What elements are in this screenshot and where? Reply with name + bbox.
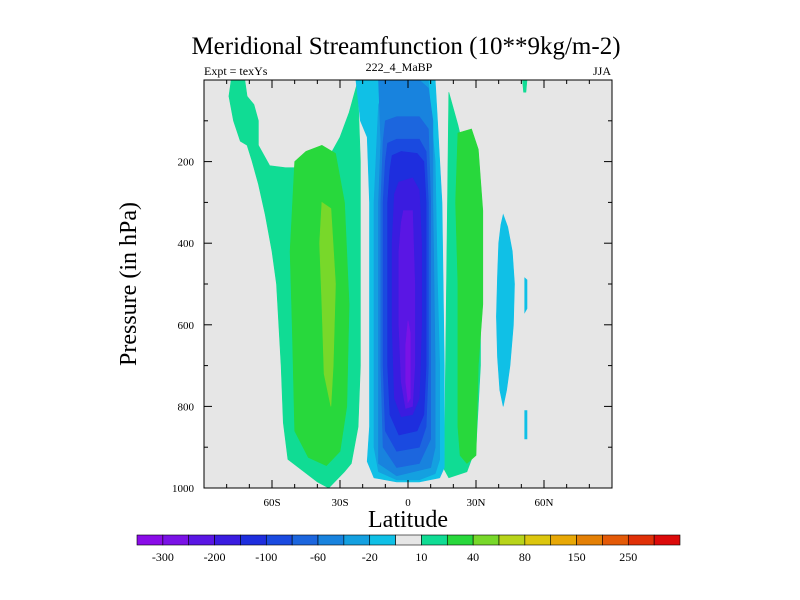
contour-nh-right-blue-fragment-2: [524, 410, 528, 440]
run-label: 222_4_MaBP: [366, 60, 433, 74]
colorbar-label: -60: [310, 550, 326, 564]
colorbar-box: [136, 534, 164, 546]
contour-sh-hadley-level-300: [405, 320, 411, 404]
colorbar: -300 -200 -100 -60 -20 10 40 80 150 250: [136, 534, 681, 564]
colorbar-label: 250: [619, 550, 637, 564]
colorbar-box: [576, 534, 603, 546]
x-tick-label: 60N: [535, 497, 554, 509]
colorbar-box: [395, 534, 422, 546]
colorbar-box: [317, 534, 345, 546]
colorbar-label: 80: [519, 550, 531, 564]
colorbar-box: [550, 534, 577, 546]
colorbar-box: [602, 534, 629, 546]
contour-nh-small-blue-cell: [496, 213, 515, 407]
contour-fills: [228, 80, 528, 488]
x-tick-label: 30N: [467, 497, 486, 509]
colorbar-label: 150: [568, 550, 586, 564]
y-axis-label: Pressure (in hPa): [116, 202, 142, 366]
colorbar-box: [188, 534, 215, 546]
colorbar-box: [214, 534, 241, 546]
colorbar-box: [240, 534, 267, 546]
y-tick-labels: 200 400 600 800 1000: [172, 157, 195, 495]
y-tick-label: 1000: [172, 483, 195, 495]
x-tick-label: 30S: [331, 497, 348, 509]
x-tick-label: 0: [405, 497, 411, 509]
experiment-label: Expt = texYs: [204, 64, 268, 78]
colorbar-box: [627, 534, 655, 546]
plot-area: [203, 79, 613, 489]
y-tick-label: 800: [178, 401, 195, 413]
colorbar-box: [162, 534, 190, 546]
x-tick-labels: 60S 30S 0 30N 60N: [263, 497, 553, 509]
y-tick-label: 200: [178, 157, 195, 169]
colorbar-label: -100: [255, 550, 277, 564]
colorbar-box: [653, 534, 681, 546]
chart-title: Meridional Streamfunction (10**9kg/m-2): [191, 33, 620, 60]
contour-nh-right-blue-fragment-1: [524, 277, 528, 314]
contour-sh-core-cell: [319, 201, 336, 407]
colorbar-box: [369, 534, 396, 546]
colorbar-label: -300: [152, 550, 174, 564]
contour-nh-green-cell: [455, 128, 484, 464]
colorbar-label: 40: [467, 550, 479, 564]
y-tick-label: 400: [178, 238, 195, 250]
colorbar-box: [291, 534, 319, 546]
colorbar-box: [472, 534, 500, 546]
x-tick-label: 60S: [263, 497, 280, 509]
colorbar-box: [343, 534, 371, 546]
colorbar-label: 10: [415, 550, 427, 564]
contour-sh-hadley-level-250: [398, 210, 416, 409]
colorbar-label: -20: [362, 550, 378, 564]
season-label: JJA: [593, 64, 611, 78]
y-tick-label: 600: [178, 320, 195, 332]
tick-marks: [204, 80, 612, 488]
colorbar-box: [446, 534, 474, 546]
colorbar-box: [421, 534, 448, 546]
colorbar-box: [524, 534, 552, 546]
x-axis-label: Latitude: [368, 507, 448, 533]
colorbar-box: [498, 534, 526, 546]
colorbar-label: -200: [204, 550, 226, 564]
contour-nh-top-teal-sliver: [522, 80, 528, 93]
colorbar-box: [265, 534, 293, 546]
contour-sh-green-cell: [289, 144, 350, 466]
